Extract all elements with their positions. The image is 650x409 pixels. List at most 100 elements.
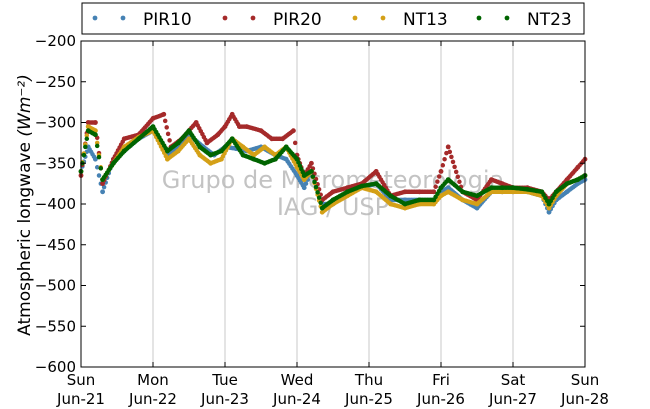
data-point xyxy=(417,197,422,203)
data-point xyxy=(291,128,296,134)
data-point xyxy=(373,181,379,187)
legend-label-pir20: PIR20 xyxy=(273,10,322,30)
data-point xyxy=(269,136,275,142)
data-point xyxy=(165,148,170,154)
data-point xyxy=(330,197,336,203)
x-tick-day: Tue xyxy=(211,371,238,389)
x-tick-day: Sun xyxy=(67,371,96,389)
data-point xyxy=(165,156,170,162)
data-point xyxy=(121,136,127,142)
legend-label-nt13: NT13 xyxy=(403,10,448,30)
x-tick-day: Mon xyxy=(137,371,169,389)
data-point xyxy=(222,124,228,129)
data-point xyxy=(294,156,300,162)
legend-marker xyxy=(476,15,482,21)
y-tick-label: −300 xyxy=(35,114,76,132)
data-point xyxy=(474,201,480,207)
data-point xyxy=(402,205,408,211)
data-point xyxy=(489,185,494,191)
data-point xyxy=(283,144,289,150)
data-point xyxy=(251,156,257,162)
data-point xyxy=(438,193,444,199)
data-point xyxy=(273,156,278,162)
legend-marker xyxy=(250,15,256,21)
data-point xyxy=(564,189,570,195)
watermark-line-2: IAG / USP xyxy=(277,193,389,221)
x-tick-date: Jun-28 xyxy=(560,390,609,408)
data-point xyxy=(575,177,581,183)
data-point xyxy=(474,205,480,211)
data-point xyxy=(359,183,365,189)
data-point xyxy=(85,124,91,129)
data-point xyxy=(240,144,246,150)
data-point xyxy=(301,185,307,191)
data-point xyxy=(197,152,203,158)
data-point xyxy=(417,201,422,207)
data-point xyxy=(546,209,552,215)
data-point xyxy=(193,120,199,125)
data-point xyxy=(251,152,257,158)
y-tick-label: −400 xyxy=(35,195,76,213)
data-point xyxy=(546,205,552,211)
data-point xyxy=(150,124,156,129)
data-point xyxy=(445,144,451,150)
data-point xyxy=(388,201,393,207)
legend-label-pir10: PIR10 xyxy=(143,10,192,30)
data-point xyxy=(301,173,307,178)
data-point xyxy=(121,148,127,154)
data-point xyxy=(373,169,379,174)
y-axis-unit: (Wm⁻²) xyxy=(15,74,35,136)
legend-marker xyxy=(222,15,228,21)
plot-area: Grupo de Micrometeorologia IAG / USP −20… xyxy=(35,32,609,408)
data-point xyxy=(525,186,530,192)
x-tick-date: Jun-25 xyxy=(344,390,393,408)
x-tick-day: Sun xyxy=(571,371,600,389)
data-point xyxy=(186,136,192,142)
y-tick-label: −350 xyxy=(35,154,76,172)
y-tick-label: −550 xyxy=(35,317,76,335)
data-point xyxy=(229,111,235,117)
data-point xyxy=(499,185,505,191)
data-point xyxy=(301,177,307,183)
data-point xyxy=(215,132,221,138)
data-point xyxy=(546,201,552,207)
x-tick-day: Fri xyxy=(432,371,450,389)
data-point xyxy=(564,181,570,187)
data-point xyxy=(445,177,451,183)
data-point xyxy=(402,189,408,195)
data-point xyxy=(319,209,325,215)
legend-label-nt23: NT23 xyxy=(527,10,572,30)
data-point xyxy=(175,140,181,146)
data-point xyxy=(431,197,437,203)
data-point xyxy=(93,132,98,138)
data-point xyxy=(100,177,105,183)
data-point xyxy=(402,201,408,207)
data-point xyxy=(499,189,505,195)
data-point xyxy=(294,173,300,178)
legend-marker xyxy=(120,15,126,21)
data-point xyxy=(489,177,494,183)
data-point xyxy=(111,160,116,166)
data-point xyxy=(93,120,98,125)
data-point xyxy=(575,181,581,187)
data-point xyxy=(431,189,437,195)
legend-marker xyxy=(352,15,358,21)
data-point xyxy=(510,185,516,191)
x-tick-day: Wed xyxy=(281,371,314,389)
legend-marker xyxy=(92,15,98,21)
data-point xyxy=(219,156,224,162)
x-tick-date: Jun-23 xyxy=(200,390,249,408)
data-point xyxy=(319,205,325,211)
data-point xyxy=(553,189,559,195)
data-point xyxy=(431,201,437,207)
data-point xyxy=(136,136,142,142)
data-point xyxy=(237,124,242,129)
data-point xyxy=(258,128,264,134)
y-tick-label: −200 xyxy=(35,32,76,50)
data-point xyxy=(539,189,545,195)
data-point xyxy=(150,116,156,121)
y-tick-label: −450 xyxy=(35,236,76,254)
x-tick-day: Sat xyxy=(501,371,526,389)
data-point xyxy=(85,120,91,125)
data-point xyxy=(219,148,224,154)
